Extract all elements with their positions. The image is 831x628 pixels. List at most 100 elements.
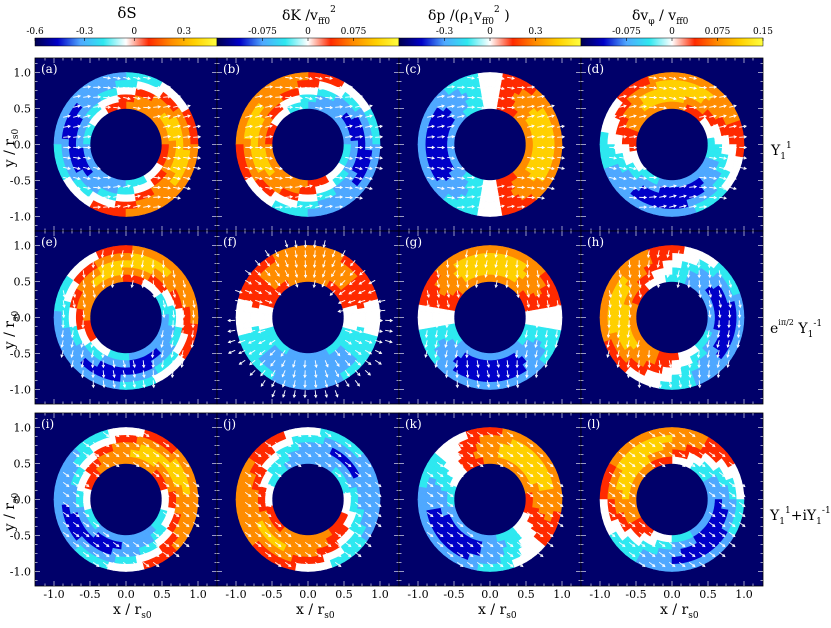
arrow-head — [733, 145, 738, 150]
arrow — [619, 105, 627, 108]
panel-ticks — [35, 58, 217, 231]
arrow — [61, 330, 64, 338]
arrow-head — [474, 264, 478, 269]
arrow-head — [703, 205, 708, 209]
panel-b: (b) — [216, 57, 400, 232]
arrow — [142, 280, 144, 288]
arrow-head — [531, 85, 536, 89]
arrow-head — [87, 186, 92, 190]
annulus-cell — [53, 144, 62, 152]
arrow — [475, 280, 478, 288]
arrow — [385, 339, 393, 343]
panel-ticks — [581, 58, 763, 231]
arrow-head — [294, 254, 298, 259]
arrow — [123, 96, 131, 100]
arrow — [83, 105, 91, 108]
annulus-cell — [714, 144, 723, 150]
arrow — [313, 260, 316, 268]
arrow-head — [167, 85, 172, 89]
annulus-cell — [432, 307, 441, 314]
arrow — [427, 136, 435, 138]
arrow-head — [515, 264, 519, 269]
colorbar-tick-label: 0 — [487, 27, 493, 37]
arrow-head — [270, 363, 274, 367]
arrow — [255, 176, 263, 180]
arrow — [103, 196, 111, 198]
panel-letter: (c) — [405, 62, 421, 76]
annulus-cell — [125, 374, 132, 383]
arrow-head — [555, 324, 559, 329]
annulus — [53, 72, 199, 217]
arrow — [619, 95, 627, 98]
arrow — [629, 156, 637, 160]
arrow-head — [110, 264, 114, 269]
arrow-head — [451, 114, 455, 118]
arrow-head — [82, 274, 86, 279]
arrow — [659, 96, 667, 99]
arrow — [173, 125, 181, 128]
arrow — [629, 186, 637, 189]
arrow — [182, 300, 185, 308]
arrow-head — [81, 264, 86, 269]
arrow-head — [464, 264, 469, 269]
arrow — [535, 340, 538, 348]
arrow-head — [633, 104, 638, 108]
arrow-head — [743, 135, 748, 139]
arrow-head — [187, 186, 191, 191]
arrow-head — [92, 284, 96, 289]
velocity-arrows — [427, 76, 566, 209]
arrow-head — [551, 166, 555, 171]
arrow — [285, 196, 293, 198]
arrow — [274, 250, 279, 257]
arrow-head — [80, 374, 85, 379]
arrow — [729, 186, 737, 190]
arrow-head — [526, 284, 530, 289]
arrow — [171, 350, 174, 358]
arrow — [172, 280, 176, 288]
arrow-head — [349, 166, 353, 171]
arrow-head — [441, 114, 445, 118]
arrow — [133, 185, 141, 188]
arrow-head — [663, 86, 668, 90]
arrow — [359, 279, 366, 285]
arrow-head — [330, 283, 334, 287]
arrow-head — [335, 373, 339, 378]
arrow-head — [281, 384, 286, 388]
arrow — [629, 176, 637, 180]
arrow — [526, 310, 529, 318]
arrow — [505, 260, 508, 268]
arrow-head — [249, 372, 253, 376]
annulus-cell — [659, 207, 667, 217]
arrow — [284, 250, 288, 258]
annulus-cell — [182, 149, 191, 157]
arrow-head — [132, 374, 136, 379]
arrow — [649, 76, 657, 79]
arrow-head — [643, 195, 648, 200]
arrow — [537, 105, 545, 108]
arrow — [163, 186, 171, 189]
arrow — [374, 359, 382, 365]
arrow — [619, 125, 627, 128]
arrow-head — [733, 176, 737, 181]
arrow — [375, 125, 383, 128]
arrow-head — [663, 184, 668, 189]
arrow-head — [484, 264, 488, 269]
annulus-cell — [371, 322, 381, 331]
arrow-head — [259, 186, 263, 191]
arrow-head — [379, 145, 384, 150]
annulus-cell — [303, 353, 309, 362]
arrow — [101, 250, 104, 258]
annulus-cell — [485, 187, 491, 196]
arrow-head — [431, 124, 436, 129]
arrow-head — [340, 263, 344, 268]
arrow-head — [313, 244, 317, 249]
arrow — [517, 106, 525, 108]
arrow — [495, 250, 498, 258]
arrow-head — [269, 196, 274, 200]
arrow — [709, 166, 717, 170]
arrow-head — [127, 194, 131, 198]
arrow — [248, 339, 256, 344]
arrow-head — [501, 184, 505, 188]
arrow — [435, 360, 438, 368]
arrow-head — [541, 145, 546, 150]
